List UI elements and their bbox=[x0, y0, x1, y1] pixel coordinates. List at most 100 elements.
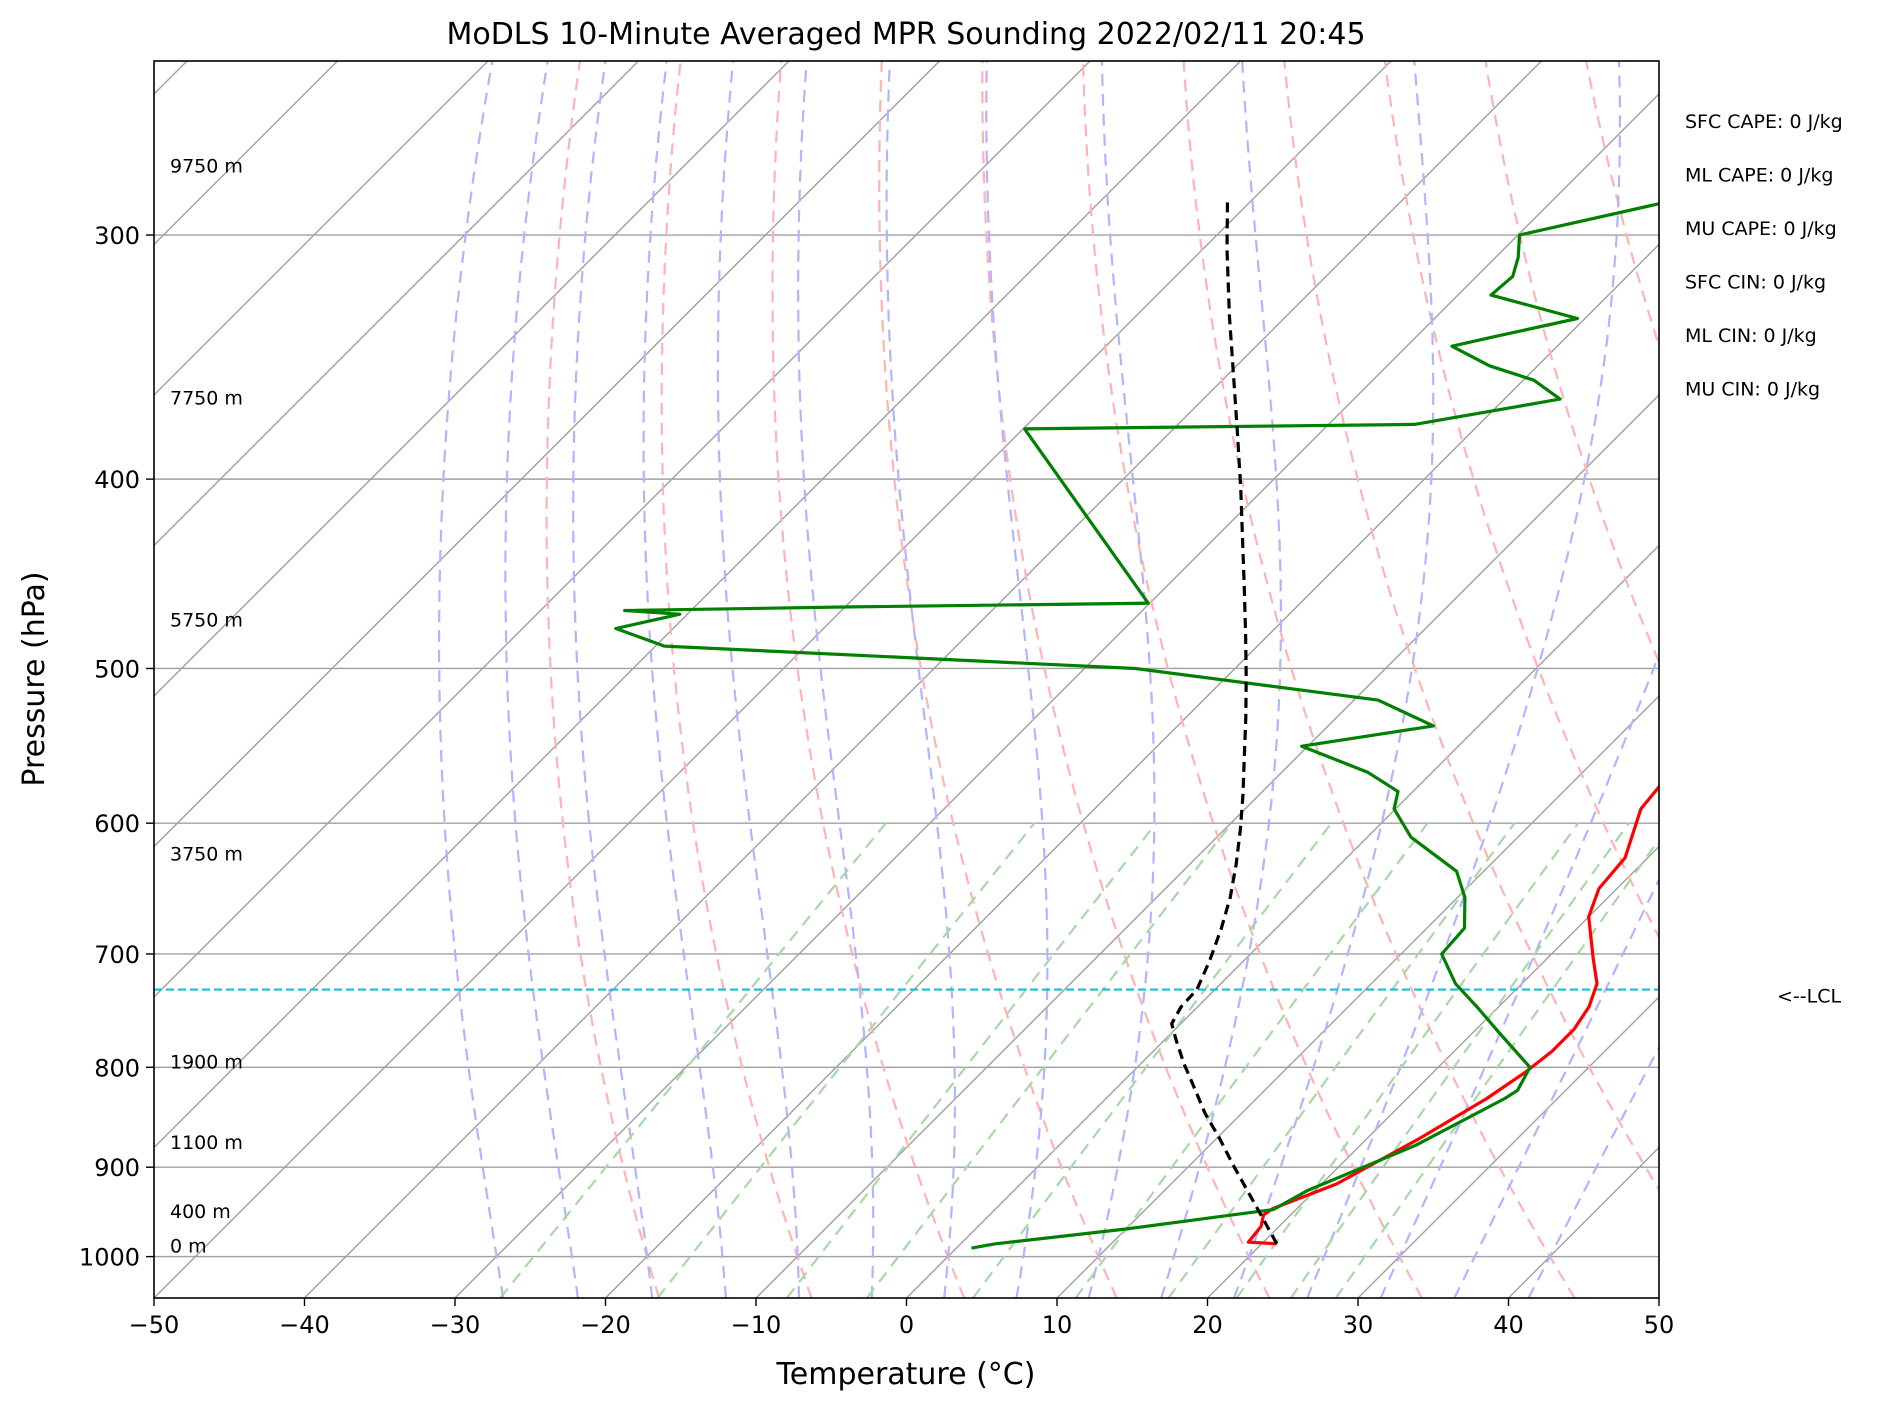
isotherm bbox=[0, 0, 494, 1298]
mixing-ratio-line bbox=[1335, 837, 1659, 1298]
mixing-ratio-line bbox=[1074, 822, 1429, 1298]
mixing-ratio-line bbox=[1235, 822, 1580, 1298]
isotherm bbox=[755, 394, 1659, 1298]
index-readout: ML CAPE: 0 J/kg bbox=[1685, 165, 1833, 187]
isotherm bbox=[1508, 1146, 1659, 1298]
moist-adiabat bbox=[1087, 61, 1156, 1298]
index-readout: SFC CIN: 0 J/kg bbox=[1685, 272, 1826, 294]
index-readout: MU CIN: 0 J/kg bbox=[1685, 379, 1820, 401]
mixing-ratio-line bbox=[1289, 822, 1630, 1298]
moist-adiabat bbox=[1453, 877, 1659, 1298]
isotherm bbox=[154, 61, 1392, 1298]
dry-adiabat bbox=[1283, 61, 1659, 1192]
dry-adiabat bbox=[1618, 0, 1882, 1298]
x-tick-label: −30 bbox=[430, 1311, 481, 1339]
isotherm bbox=[154, 61, 1091, 998]
dry-adiabat bbox=[545, 61, 661, 1298]
dry-adiabat bbox=[660, 61, 813, 1298]
isotherm bbox=[154, 61, 640, 547]
y-tick-label: 400 bbox=[94, 466, 140, 494]
moist-adiabat bbox=[1160, 61, 1283, 1298]
chart-title: MoDLS 10-Minute Averaged MPR Sounding 20… bbox=[446, 17, 1365, 52]
dry-adiabat bbox=[1585, 61, 1659, 350]
y-tick-label: 800 bbox=[94, 1054, 140, 1082]
dry-adiabat bbox=[1856, 0, 1882, 1298]
mixing-ratio-line bbox=[866, 822, 1233, 1298]
isotherm bbox=[1658, 1297, 1659, 1298]
dry-adiabat bbox=[878, 61, 1118, 1298]
height-label: 1900 m bbox=[170, 1052, 243, 1074]
isotherm bbox=[154, 61, 489, 396]
moist-adiabat bbox=[1527, 1045, 1659, 1298]
background-lines bbox=[0, 0, 1882, 1298]
parcel-line bbox=[1170, 197, 1279, 1245]
mixing-ratio-line bbox=[499, 822, 887, 1298]
moist-adiabat bbox=[985, 61, 1049, 1298]
moist-adiabat bbox=[885, 61, 957, 1298]
x-tick-label: 0 bbox=[899, 1311, 914, 1339]
height-label: 5750 m bbox=[170, 609, 243, 631]
isotherm bbox=[154, 61, 1242, 1149]
moist-adiabat bbox=[796, 61, 875, 1298]
isotherm bbox=[1357, 996, 1659, 1298]
mixing-ratio-line bbox=[1167, 822, 1516, 1298]
isotherm bbox=[1056, 695, 1659, 1298]
dry-adiabat bbox=[771, 61, 966, 1298]
isotherm bbox=[304, 61, 1543, 1298]
dry-adiabat bbox=[1484, 61, 1659, 665]
moist-adiabat bbox=[504, 61, 579, 1298]
y-tick-label: 1000 bbox=[79, 1244, 140, 1272]
dewpoint-line bbox=[614, 202, 1659, 1250]
plot-frame bbox=[153, 60, 1660, 1299]
x-tick-label: −20 bbox=[580, 1311, 631, 1339]
y-tick-label: 300 bbox=[94, 222, 140, 250]
dry-adiabat bbox=[981, 61, 1271, 1298]
moist-adiabat bbox=[1306, 61, 1622, 1298]
height-label: 9750 m bbox=[170, 155, 243, 177]
isotherm bbox=[906, 544, 1659, 1298]
isotherm bbox=[1207, 845, 1659, 1298]
x-tick-label: −50 bbox=[129, 1311, 180, 1339]
isotherm bbox=[605, 243, 1659, 1298]
isotherm bbox=[454, 93, 1659, 1298]
x-tick-label: 50 bbox=[1644, 1311, 1675, 1339]
dry-adiabat bbox=[1383, 61, 1659, 940]
y-tick-label: 900 bbox=[94, 1154, 140, 1182]
dry-adiabat bbox=[1081, 61, 1423, 1298]
x-tick-label: 20 bbox=[1192, 1311, 1223, 1339]
height-label: 1100 m bbox=[170, 1132, 243, 1154]
x-tick-label: 40 bbox=[1493, 1311, 1524, 1339]
temperature-line bbox=[1246, 784, 1659, 1246]
mixing-ratio-line bbox=[656, 822, 1036, 1298]
dry-adiabat bbox=[1699, 0, 1882, 1298]
index-readout: SFC CAPE: 0 J/kg bbox=[1685, 111, 1843, 133]
y-tick-label: 500 bbox=[94, 655, 140, 683]
y-axis-label: Pressure (hPa) bbox=[17, 571, 52, 786]
x-tick-label: −40 bbox=[279, 1311, 330, 1339]
isotherm bbox=[0, 0, 795, 1298]
x-axis-label: Temperature (°C) bbox=[776, 1357, 1036, 1392]
moist-adiabat bbox=[438, 61, 505, 1298]
y-tick-label: 700 bbox=[94, 941, 140, 969]
dry-adiabat bbox=[1182, 61, 1576, 1298]
mixing-ratio-line bbox=[972, 822, 1333, 1298]
index-readout: ML CIN: 0 J/kg bbox=[1685, 325, 1817, 347]
lcl-label: <--LCL bbox=[1777, 986, 1841, 1008]
x-tick-label: 10 bbox=[1042, 1311, 1073, 1339]
dry-adiabat bbox=[1778, 0, 1882, 1298]
y-tick-label: 600 bbox=[94, 810, 140, 838]
labels-layer: −50−40−30−20−100102030405010020030040050… bbox=[79, 111, 1843, 1339]
height-label: 400 m bbox=[170, 1201, 231, 1223]
height-label: 3750 m bbox=[170, 844, 243, 866]
isotherm bbox=[154, 61, 790, 697]
series-layer bbox=[614, 197, 1659, 1250]
height-label: 7750 m bbox=[170, 387, 243, 409]
x-tick-label: −10 bbox=[731, 1311, 782, 1339]
index-readout: MU CAPE: 0 J/kg bbox=[1685, 218, 1837, 240]
isotherm bbox=[154, 61, 941, 848]
x-tick-label: 30 bbox=[1343, 1311, 1374, 1339]
isotherm bbox=[154, 61, 339, 246]
height-label: 0 m bbox=[170, 1236, 207, 1258]
isotherm bbox=[0, 0, 644, 1298]
